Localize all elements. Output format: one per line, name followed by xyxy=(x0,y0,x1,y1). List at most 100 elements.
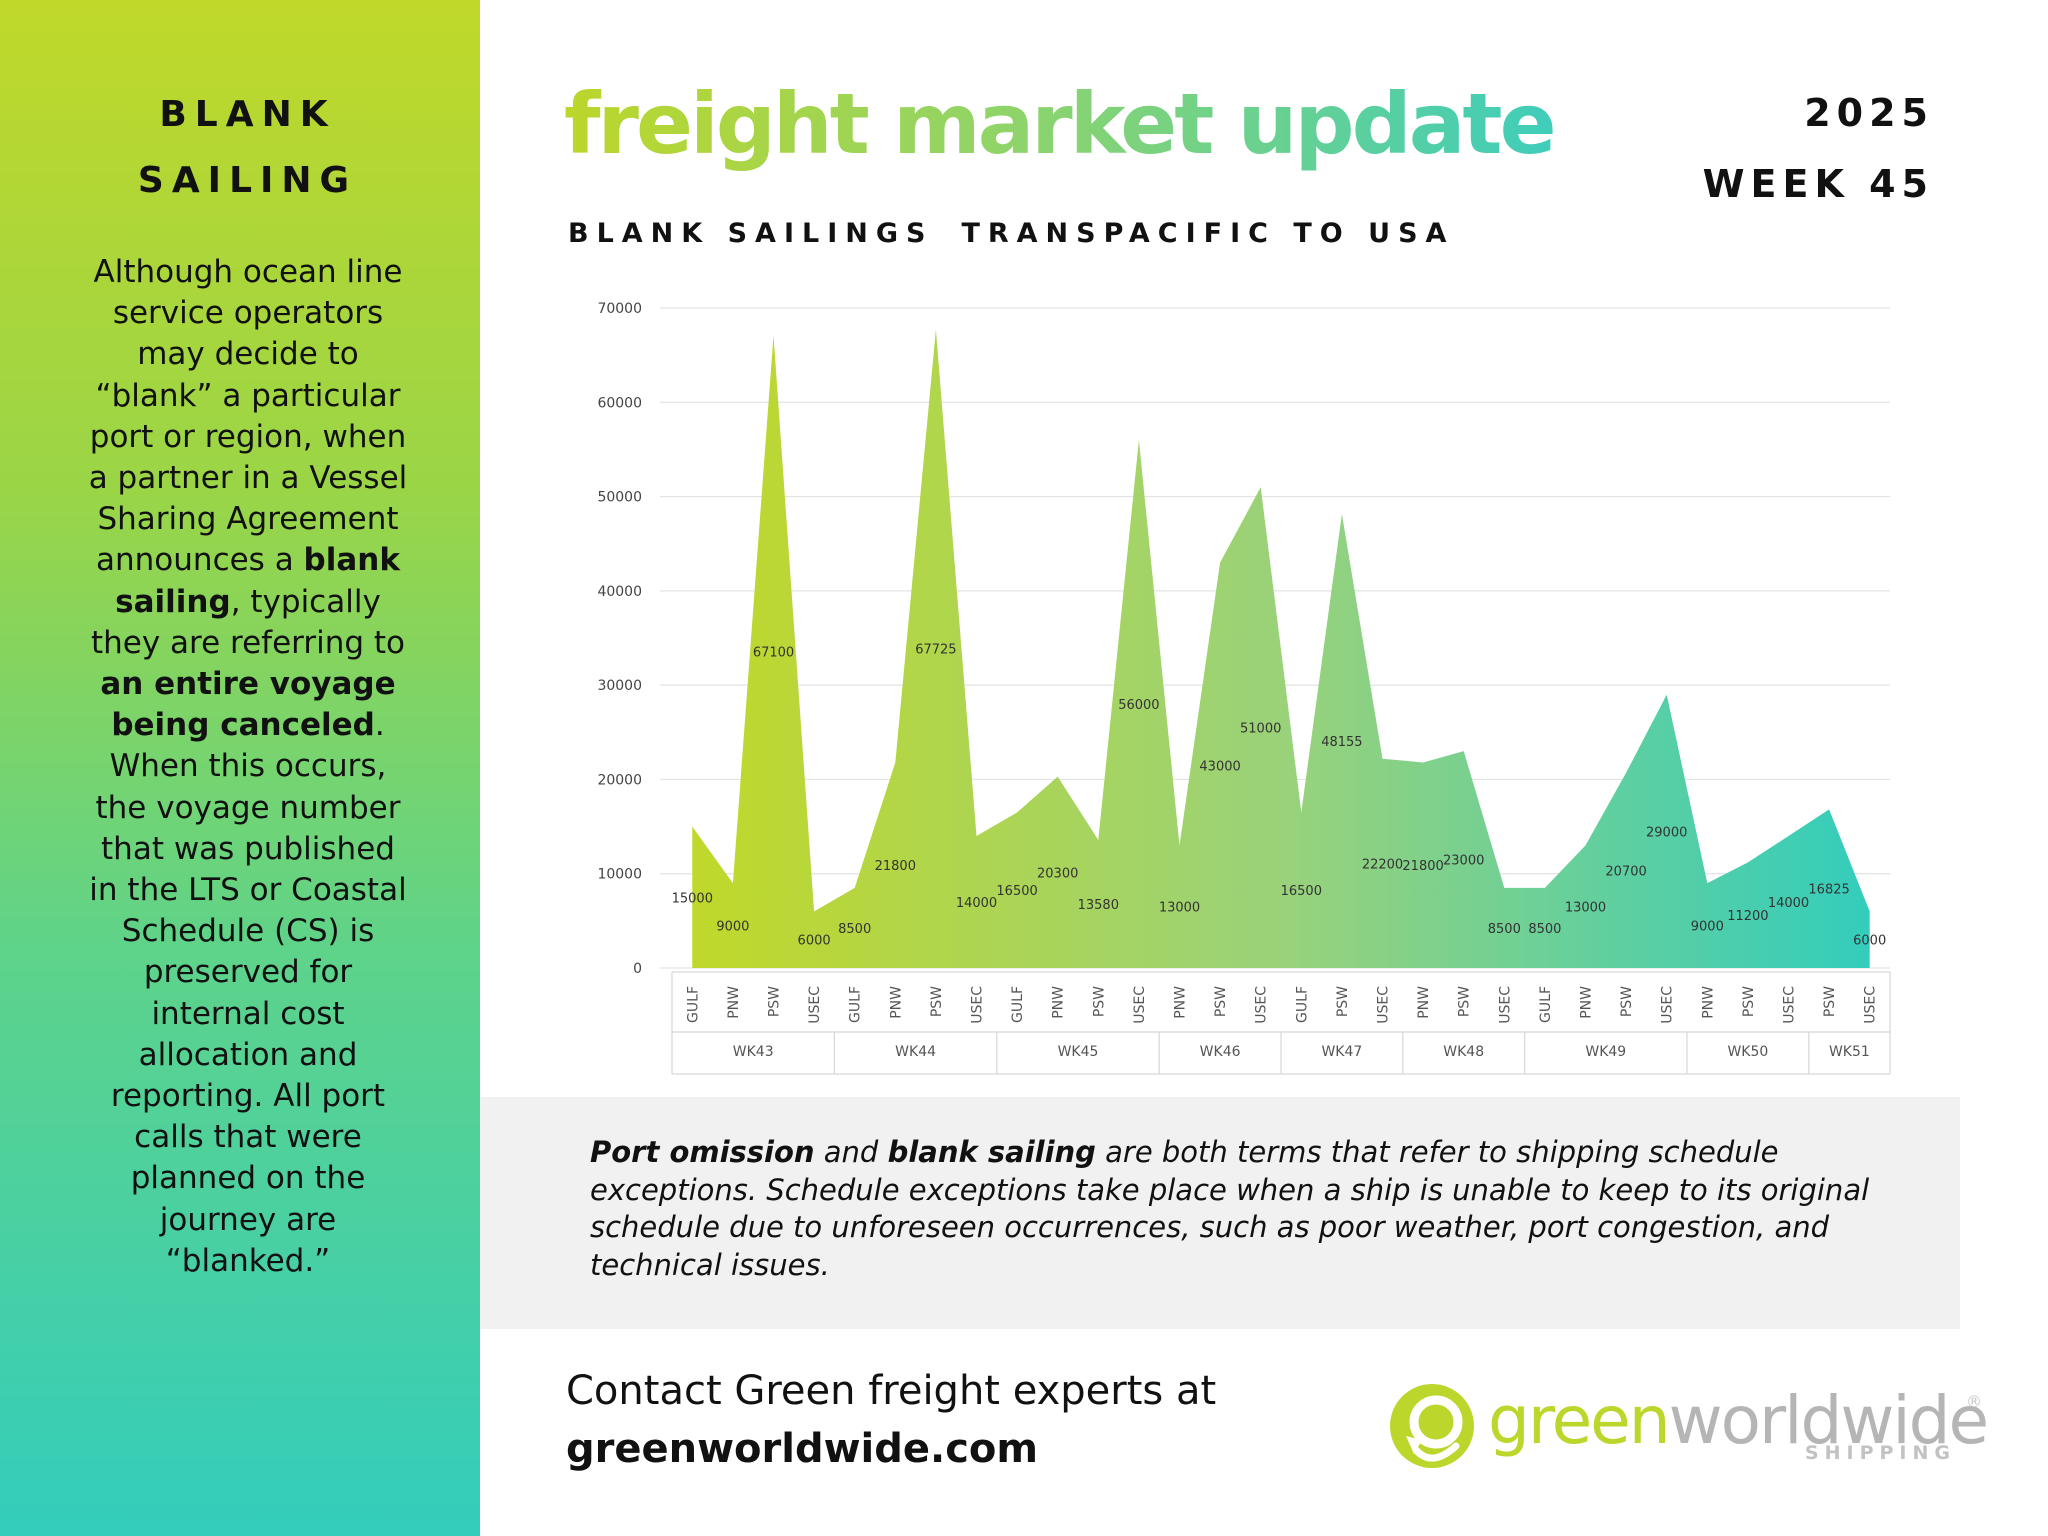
x-tick-label: PNW xyxy=(1051,986,1067,1019)
x-group-label: WK44 xyxy=(895,1044,936,1060)
x-tick-label: USEC xyxy=(807,986,823,1024)
y-tick-label: 0 xyxy=(633,961,642,977)
x-group-label: WK46 xyxy=(1200,1044,1241,1060)
x-tick-label: USEC xyxy=(1376,986,1392,1024)
x-group-label: WK43 xyxy=(733,1044,774,1060)
data-label: 8500 xyxy=(1528,922,1561,937)
y-tick-label: 70000 xyxy=(597,301,642,317)
sidebar-text: , typically they are referring to xyxy=(90,583,406,661)
definition-text: Port omission and blank sailing are both… xyxy=(590,1134,1890,1284)
logo-word-worldwide: worldwide xyxy=(1668,1382,1990,1459)
contact-text: Contact Green freight experts at xyxy=(566,1368,1217,1414)
y-tick-label: 20000 xyxy=(597,772,642,788)
x-group-label: WK47 xyxy=(1321,1044,1362,1060)
x-tick-label: PSW xyxy=(1619,986,1635,1017)
y-tick-label: 50000 xyxy=(597,490,642,506)
issue-date: 2025 WEEK 45 xyxy=(1703,78,1934,220)
y-tick-label: 30000 xyxy=(597,678,642,694)
x-group-label: WK50 xyxy=(1727,1044,1768,1060)
data-label: 67725 xyxy=(915,643,956,658)
data-label: 67100 xyxy=(753,646,794,661)
sidebar-text: . When this occurs, the voyage number th… xyxy=(89,707,407,1279)
sidebar-bold-term: blank sailing xyxy=(115,542,400,620)
area-series xyxy=(692,329,1870,968)
data-label: 13000 xyxy=(1159,901,1200,916)
data-label: 14000 xyxy=(1768,896,1809,911)
x-tick-label: PNW xyxy=(1700,986,1716,1019)
logo-word-green: green xyxy=(1488,1382,1671,1459)
sidebar-text: Although ocean line service operators ma… xyxy=(88,254,408,579)
data-label: 56000 xyxy=(1118,698,1159,713)
data-label: 48155 xyxy=(1321,735,1362,750)
logo-globe-icon xyxy=(1390,1384,1474,1468)
x-tick-label: PNW xyxy=(1416,986,1432,1019)
sidebar-bold-phrase: an entire voyage being canceled xyxy=(100,666,396,744)
sidebar-description: Although ocean line service operators ma… xyxy=(88,252,408,1282)
x-tick-label: GULF xyxy=(1538,986,1554,1023)
note-text: and xyxy=(814,1135,888,1169)
x-group-label: WK49 xyxy=(1585,1044,1626,1060)
data-label: 8500 xyxy=(838,922,871,937)
y-tick-label: 10000 xyxy=(597,867,642,883)
data-label: 8500 xyxy=(1488,922,1521,937)
x-group-label: WK51 xyxy=(1829,1044,1870,1060)
sidebar-panel xyxy=(0,0,480,1536)
x-tick-label: USEC xyxy=(1863,986,1879,1024)
subtitle-part-a: BLANK SAILINGS xyxy=(568,218,934,249)
y-tick-label: 40000 xyxy=(597,584,642,600)
x-tick-label: PNW xyxy=(1579,986,1595,1019)
x-tick-label: PNW xyxy=(888,986,904,1019)
logo-tagline: SHIPPING xyxy=(1804,1442,1956,1464)
note-text: are both terms that refer to shipping sc… xyxy=(590,1135,1870,1282)
logo-wordmark: greenworldwide xyxy=(1488,1376,1990,1466)
data-label: 43000 xyxy=(1199,759,1240,774)
sidebar-title: BLANK SAILING xyxy=(0,82,495,214)
company-logo[interactable]: greenworldwide ® SHIPPING xyxy=(1386,1376,1990,1480)
data-label: 6000 xyxy=(798,934,831,949)
data-label: 15000 xyxy=(672,891,713,906)
website-link[interactable]: greenworldwide.com xyxy=(566,1426,1039,1472)
data-point xyxy=(692,826,693,827)
data-label: 13000 xyxy=(1565,901,1606,916)
x-group-label: WK48 xyxy=(1443,1044,1484,1060)
data-label: 13580 xyxy=(1078,898,1119,913)
chart-area-series xyxy=(692,329,1870,968)
chart-x-axis: GULF PNW PSW USEC GULF PNW PSW USEC GULF PNW PSW US… xyxy=(671,971,1891,1075)
x-tick-label: PSW xyxy=(1741,986,1757,1017)
x-tick-label: PSW xyxy=(1213,986,1229,1017)
x-tick-label: PSW xyxy=(1335,986,1351,1017)
x-tick-label: GULF xyxy=(685,986,701,1023)
x-group-label: WK45 xyxy=(1058,1044,1099,1060)
subtitle-part-b: TRANSPACIFIC TO USA xyxy=(961,218,1455,249)
data-label: 16825 xyxy=(1808,883,1849,898)
term-blank-sailing: blank sailing xyxy=(887,1135,1096,1169)
x-tick-label: PSW xyxy=(1822,986,1838,1017)
data-label: 23000 xyxy=(1443,854,1484,869)
issue-week: WEEK 45 xyxy=(1702,162,1934,206)
x-tick-label: PNW xyxy=(726,986,742,1019)
term-port-omission: Port omission xyxy=(590,1135,815,1169)
x-tick-label: USEC xyxy=(970,986,986,1024)
x-tick-label: USEC xyxy=(1132,986,1148,1024)
contact-block: Contact Green freight experts at greenwo… xyxy=(566,1362,1216,1478)
data-label: 21800 xyxy=(1402,859,1443,874)
x-tick-label: PNW xyxy=(1173,986,1189,1019)
data-label: 20700 xyxy=(1605,864,1646,879)
data-label: 6000 xyxy=(1853,934,1886,949)
x-tick-label: GULF xyxy=(1294,986,1310,1023)
registered-mark: ® xyxy=(1966,1392,1982,1411)
x-tick-label: PSW xyxy=(929,986,945,1017)
x-tick-label: USEC xyxy=(1254,986,1270,1024)
data-label: 21800 xyxy=(875,859,916,874)
data-label: 11200 xyxy=(1727,909,1768,924)
x-tick-label: USEC xyxy=(1660,986,1676,1024)
definition-note: Port omission and blank sailing are both… xyxy=(480,1097,1960,1329)
x-tick-label: USEC xyxy=(1782,986,1798,1024)
data-label: 9000 xyxy=(716,920,749,935)
data-label: 16500 xyxy=(996,884,1037,899)
x-tick-label: GULF xyxy=(1010,986,1026,1023)
data-label: 20300 xyxy=(1037,866,1078,881)
data-label: 22200 xyxy=(1362,857,1403,872)
issue-year: 2025 xyxy=(1804,91,1934,135)
x-tick-label: PSW xyxy=(1457,986,1473,1017)
